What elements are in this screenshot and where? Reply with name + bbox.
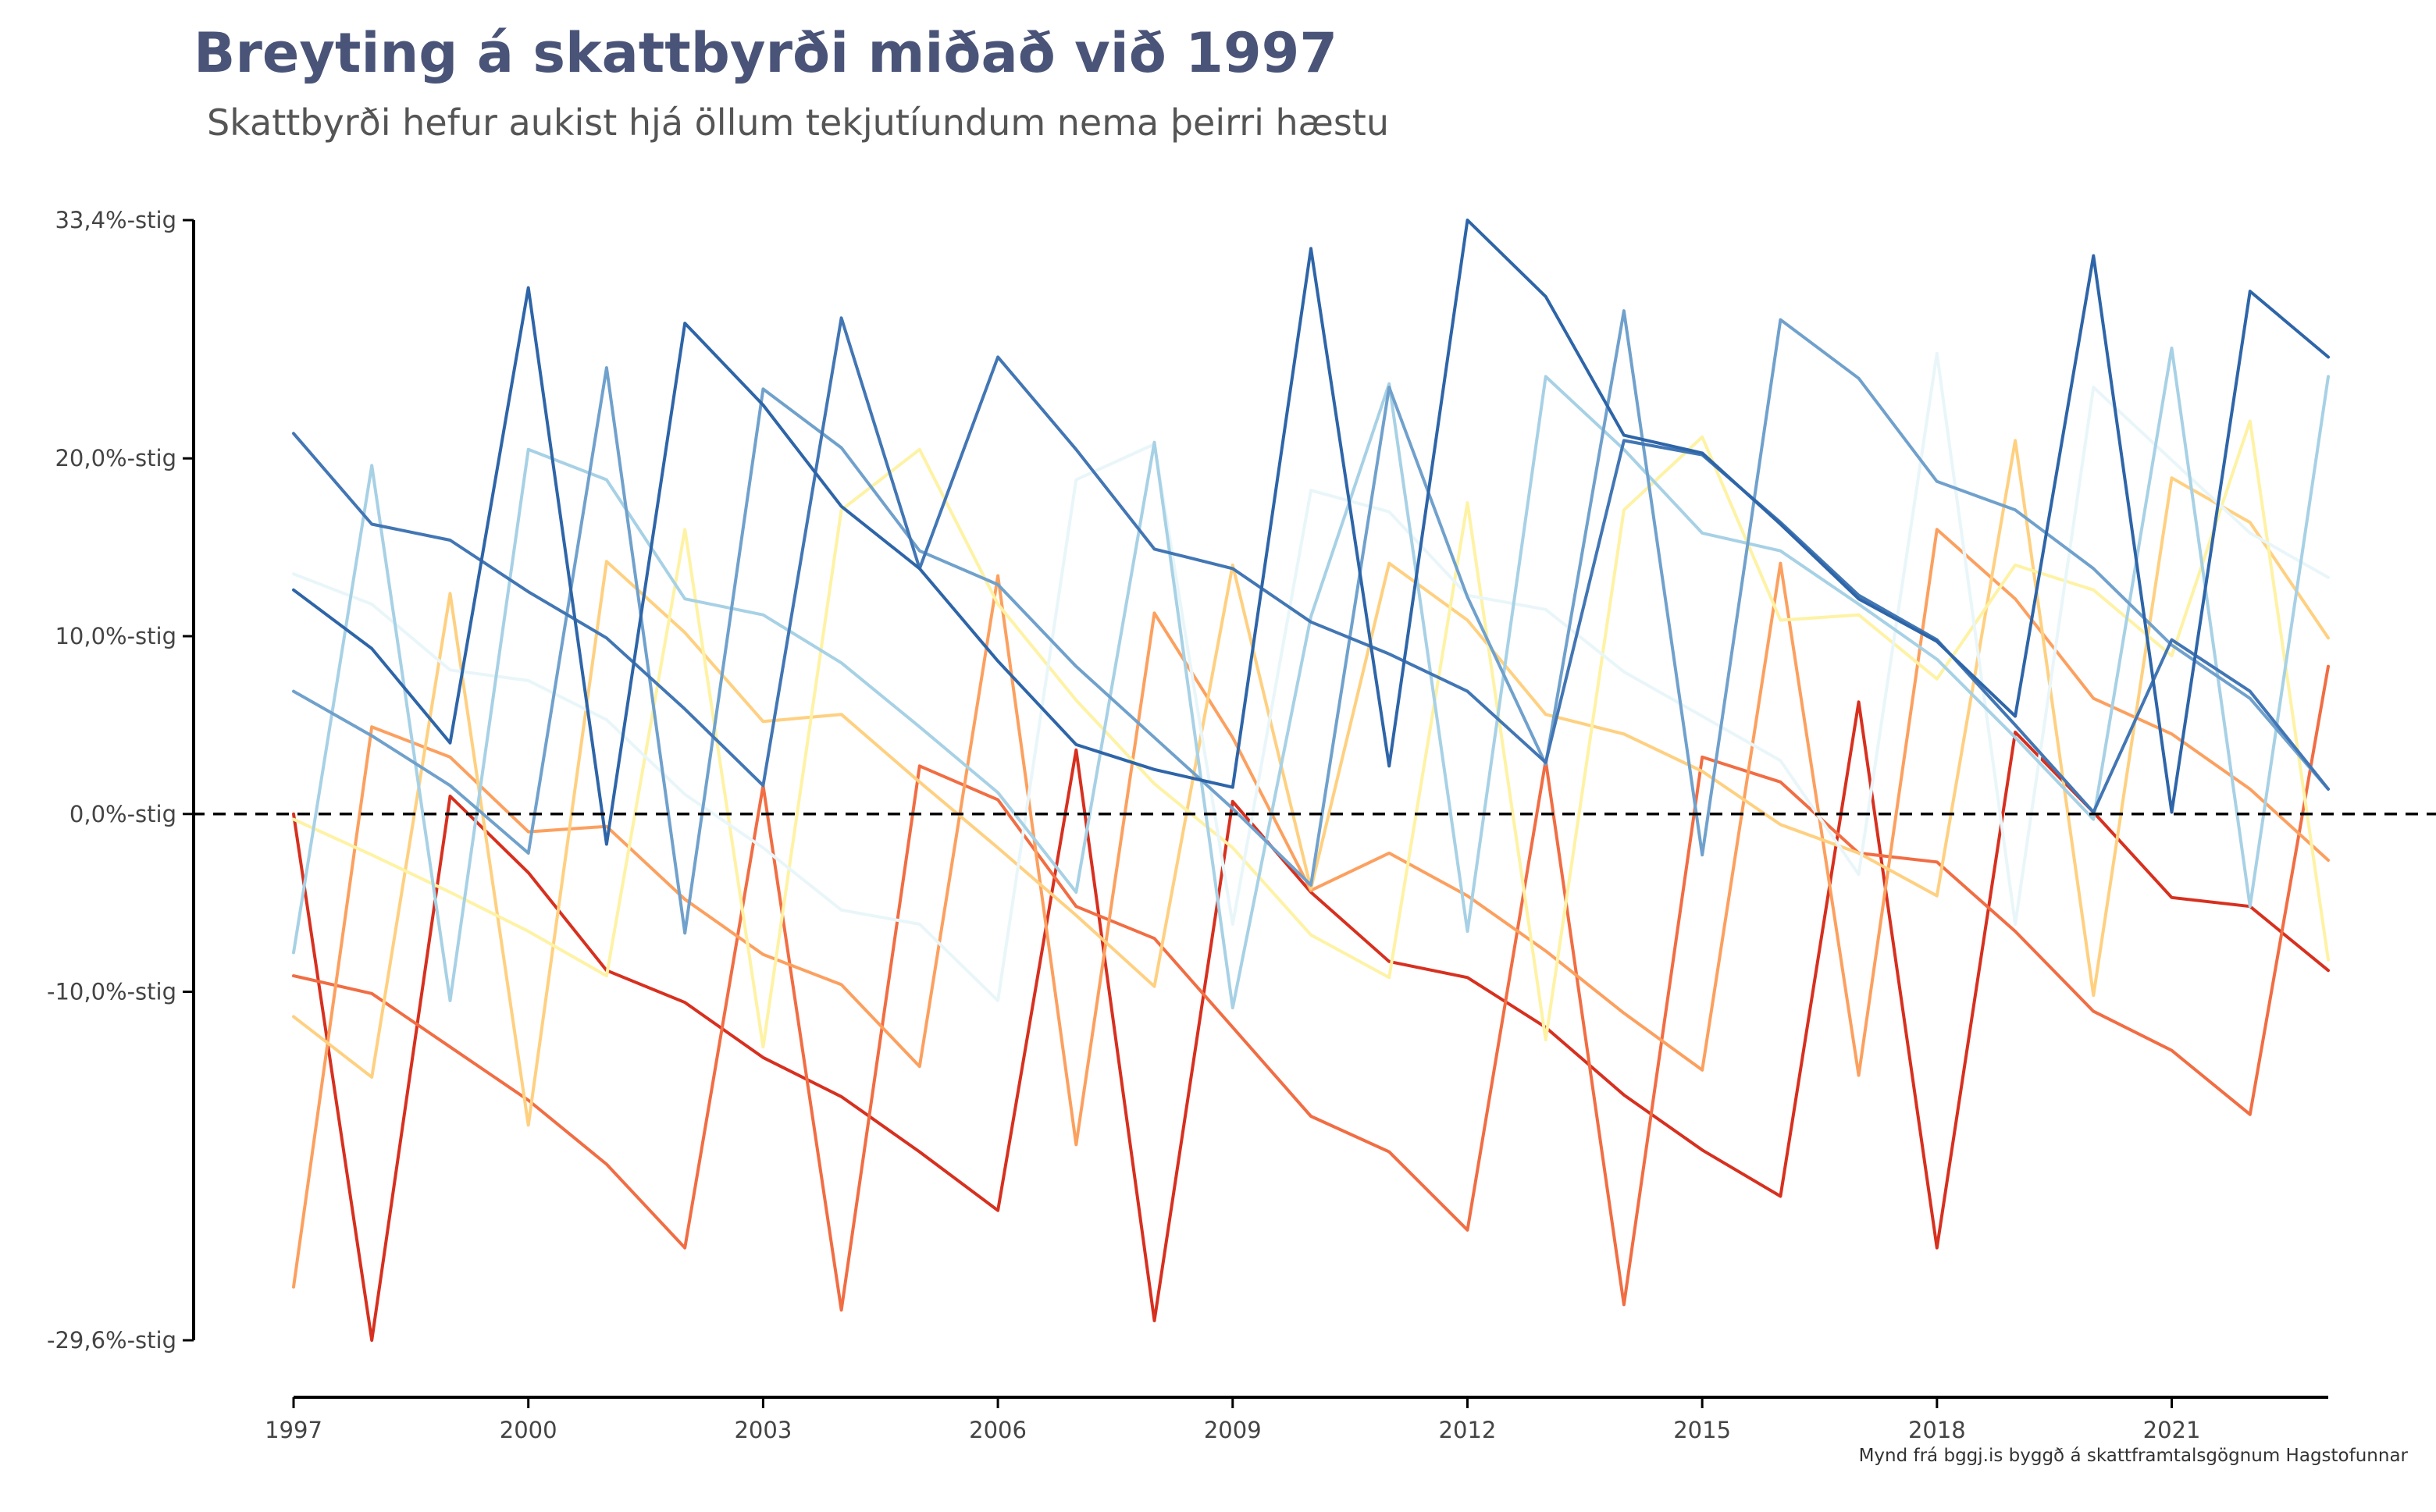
y-tick-label: -29,6%-stig bbox=[47, 1327, 176, 1354]
y-tick-label: -10,0%-stig bbox=[47, 979, 176, 1005]
series-line-3 bbox=[292, 528, 2330, 1289]
y-tick-label: 10,0%-stig bbox=[55, 623, 176, 649]
x-tick-label: 2018 bbox=[1908, 1417, 1966, 1443]
series-lines bbox=[292, 219, 2330, 1342]
series-line-5 bbox=[292, 419, 2330, 1049]
x-tick-label: 2009 bbox=[1204, 1417, 1262, 1443]
chart-subtitle: Skattbyrði hefur aukist hjá öllum tekjut… bbox=[207, 101, 1390, 144]
series-line-1 bbox=[292, 700, 2330, 1342]
chart-title: Breyting á skattbyrði miðað við 1997 bbox=[194, 21, 1338, 85]
x-tick-label: 2003 bbox=[734, 1417, 792, 1443]
series-line-2 bbox=[292, 664, 2330, 1312]
x-tick-label: 2021 bbox=[2143, 1417, 2201, 1443]
series-line-8 bbox=[292, 309, 2330, 935]
series-line-6 bbox=[292, 351, 2330, 1002]
y-tick-label: 0,0%-stig bbox=[69, 801, 176, 827]
x-axis: 1997 2000 2003 2006 2009 2012 2015 2018 2021 bbox=[265, 1396, 2328, 1443]
x-tick-label: 2012 bbox=[1439, 1417, 1497, 1443]
series-line-7 bbox=[292, 347, 2330, 1010]
x-tick-label: 2015 bbox=[1673, 1417, 1731, 1443]
source-caption: Mynd frá bggj.is byggð á skattframtalsgö… bbox=[1858, 1446, 2408, 1466]
series-line-10 bbox=[292, 219, 2330, 846]
y-tick-label: 20,0%-stig bbox=[55, 445, 176, 471]
x-tick-label: 1997 bbox=[265, 1417, 322, 1443]
x-tick-label: 2006 bbox=[969, 1417, 1027, 1443]
y-axis: 33,4%-stig 20,0%-stig 10,0%-stig 0,0%-stig -… bbox=[47, 207, 195, 1354]
series-line-4 bbox=[292, 439, 2330, 1127]
x-tick-label: 2000 bbox=[500, 1417, 557, 1443]
y-tick-label: 33,4%-stig bbox=[55, 207, 176, 233]
